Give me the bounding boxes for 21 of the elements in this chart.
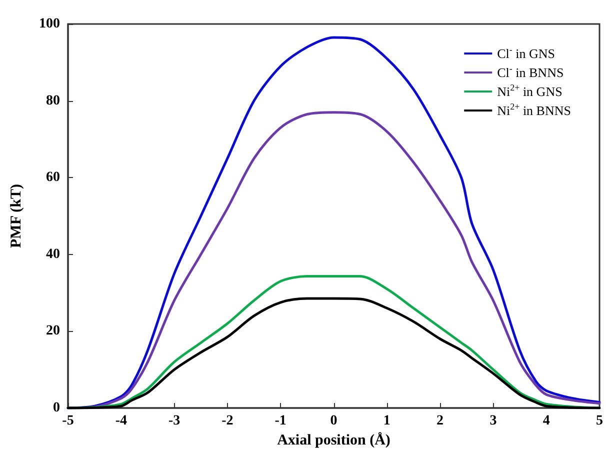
x-tick-label: -2 [222,414,234,428]
x-tick-label: 2 [436,414,444,428]
x-tick-label: 5 [596,414,603,428]
x-tick-label: 1 [383,414,390,428]
y-tick-label: 20 [46,324,60,339]
legend-label: Cl- in BNNS [497,64,564,80]
y-axis-title: PMF (kT) [8,184,24,248]
y-tick-label: 100 [39,16,60,32]
x-tick-label: 0 [330,414,338,428]
legend-label: Cl- in GNS [497,44,556,61]
y-tick-label: 40 [46,246,60,262]
x-tick-label: -1 [274,414,286,428]
y-tick-label: 80 [46,93,60,108]
y-tick-label: 0 [53,400,60,416]
x-tick-label: -5 [62,414,74,428]
x-axis-title: Axial position (Å) [277,431,390,448]
x-tick-label: -3 [168,414,180,428]
x-tick-label: -4 [115,414,127,428]
x-tick-label: 4 [542,414,550,428]
y-tick-label: 60 [46,170,60,186]
x-tick-label: 3 [490,414,497,428]
